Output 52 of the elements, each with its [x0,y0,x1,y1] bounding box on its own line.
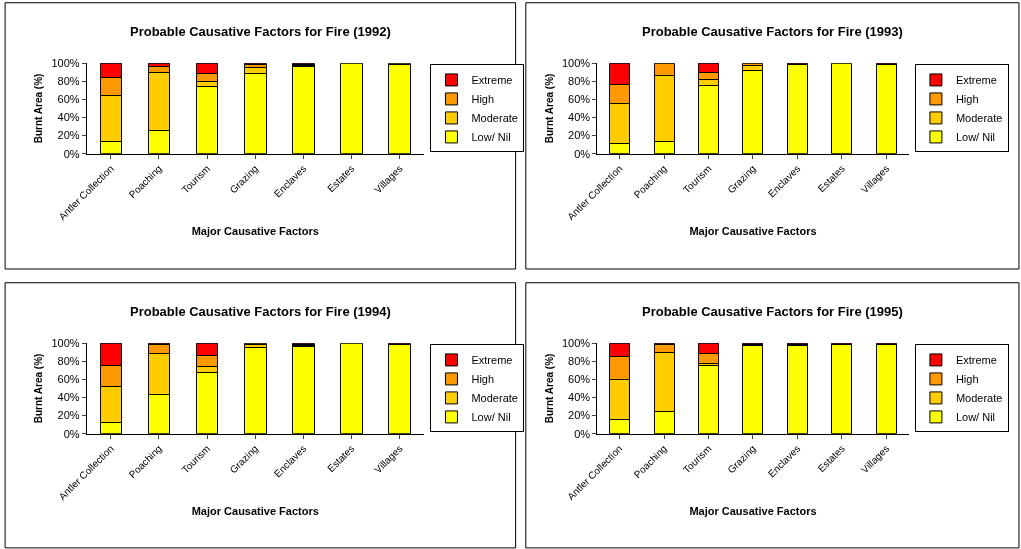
legend-label: Moderate [471,112,518,125]
legend-label: Low/ Nil [955,411,996,424]
legend-label: Moderate [471,392,518,405]
y-tick-label: 0% [574,427,591,440]
y-axis-title: Burnt Area (%) [543,73,555,144]
legend-label: Extreme [955,354,997,367]
y-tick-label: 40% [57,391,80,404]
y-tick-label: 20% [568,129,591,142]
y-tick-label: 0% [63,147,80,160]
y-tick-label: 0% [63,427,80,440]
legend-label: Moderate [955,112,1003,125]
legend-label: Moderate [955,392,1003,405]
y-tick-label: 60% [568,373,591,386]
y-tick-label: 60% [568,93,591,106]
y-tick-label: 100% [51,336,80,349]
legend-label: High [955,93,979,106]
legend-label: High [471,373,495,386]
y-tick-label: 100% [51,56,80,69]
x-axis-title: Major Causative Factors [689,505,817,518]
legend-label: Low/ Nil [471,411,511,424]
y-tick-label: 60% [57,93,80,106]
legend-label: High [955,373,979,386]
y-tick-label: 20% [57,129,80,142]
chart-title: Probable Causative Factors for Fire (1995) [642,304,903,319]
legend-label: High [471,93,495,106]
y-axis-title: Burnt Area (%) [543,353,555,424]
y-tick-label: 20% [568,409,591,422]
y-tick-label: 80% [568,75,591,88]
legend-label: Extreme [471,354,513,367]
y-tick-label: 100% [561,56,591,69]
y-tick-label: 20% [57,409,80,422]
y-tick-label: 80% [568,355,591,368]
y-tick-label: 60% [57,373,80,386]
y-tick-label: 40% [568,111,591,124]
y-tick-label: 100% [561,336,591,349]
x-axis-title: Major Causative Factors [191,505,319,518]
legend-label: Low/ Nil [471,131,511,144]
y-tick-label: 80% [57,355,80,368]
y-tick-label: 80% [57,75,80,88]
chart-title: Probable Causative Factors for Fire (1994) [130,304,391,319]
legend-label: Extreme [955,74,997,87]
x-axis-title: Major Causative Factors [191,225,319,238]
y-tick-label: 40% [568,391,591,404]
y-tick-label: 40% [57,111,80,124]
chart-title: Probable Causative Factors for Fire (1993) [642,24,903,39]
y-axis-title: Burnt Area (%) [33,73,45,144]
y-tick-label: 0% [574,147,591,160]
y-axis-title: Burnt Area (%) [33,353,45,424]
legend-label: Extreme [471,74,513,87]
x-axis-title: Major Causative Factors [689,225,817,238]
chart-title: Probable Causative Factors for Fire (1992) [130,24,391,39]
legend-label: Low/ Nil [955,131,996,144]
